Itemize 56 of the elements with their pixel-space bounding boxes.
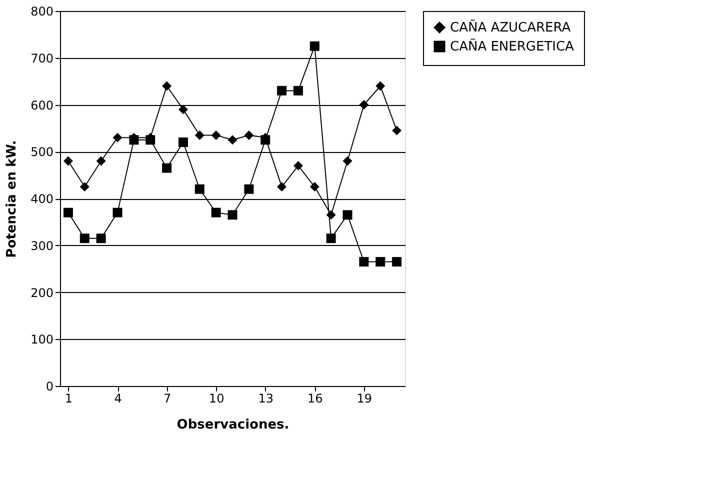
- point: [293, 160, 303, 170]
- point: [376, 257, 386, 267]
- x-tick-label: 4: [114, 392, 122, 406]
- point: [326, 210, 336, 220]
- y-axis-title: Potencia en kW.: [4, 140, 20, 258]
- point: [178, 104, 188, 114]
- x-tick-label: 10: [208, 392, 224, 406]
- point: [96, 234, 106, 244]
- point: [211, 130, 221, 140]
- legend-label: CAÑA AZUCARERA: [450, 20, 571, 36]
- point: [277, 86, 287, 96]
- point: [194, 184, 204, 194]
- point: [63, 208, 73, 218]
- y-tick-label: 100: [30, 332, 54, 347]
- point: [342, 156, 352, 166]
- point: [228, 210, 238, 220]
- point: [359, 100, 369, 110]
- y-tick-label: 400: [30, 192, 54, 206]
- point: [80, 234, 90, 244]
- point: [211, 208, 221, 218]
- point: [310, 41, 320, 51]
- point: [342, 210, 352, 220]
- point: [112, 132, 122, 142]
- point: [162, 81, 172, 91]
- point: [310, 182, 320, 192]
- y-tick-label: 200: [30, 286, 54, 300]
- point: [80, 182, 90, 192]
- point: [162, 163, 172, 173]
- y-tick-label: 500: [30, 145, 54, 160]
- x-tick-label: 7: [163, 392, 172, 406]
- y-tick-label: 0: [46, 380, 54, 394]
- point: [96, 156, 106, 166]
- x-tick-label: 1: [64, 392, 73, 406]
- point: [293, 86, 303, 96]
- point: [392, 257, 402, 267]
- point: [277, 182, 287, 192]
- point: [392, 126, 402, 136]
- point: [244, 184, 254, 194]
- x-tick-label: 13: [258, 392, 274, 406]
- point: [112, 208, 122, 218]
- point: [178, 138, 188, 147]
- x-tick-label: 19: [356, 392, 372, 406]
- point: [194, 130, 204, 140]
- y-tick-label: 300: [30, 238, 54, 253]
- point: [326, 234, 336, 244]
- point: [63, 156, 73, 166]
- point: [359, 257, 369, 267]
- x-axis-title: Observaciones.: [176, 418, 290, 432]
- y-tick-label: 800: [30, 4, 54, 18]
- point: [228, 135, 238, 145]
- y-tick-label: 700: [30, 51, 54, 66]
- legend-label: CAÑA ENERGETICA: [450, 38, 574, 54]
- x-tick-label: 16: [308, 392, 323, 406]
- point: [376, 81, 386, 91]
- point: [244, 130, 254, 140]
- y-tick-label: 600: [30, 98, 54, 112]
